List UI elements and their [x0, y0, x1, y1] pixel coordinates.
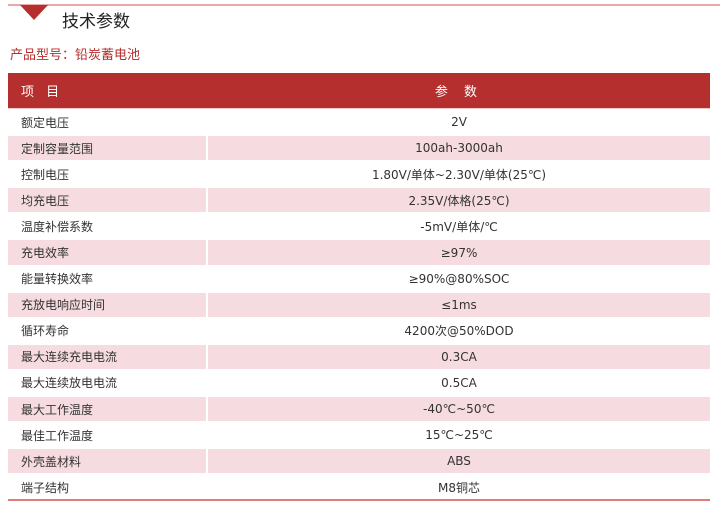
- table-row: 最大工作温度 -40℃~50℃: [8, 396, 710, 423]
- table-row: 均充电压 2.35V/体格(25℃): [8, 187, 710, 214]
- spec-value: ≤1ms: [208, 292, 710, 317]
- spec-name: 外壳盖材料: [8, 449, 206, 474]
- spec-name: 充放电响应时间: [8, 292, 206, 317]
- table-row: 充放电响应时间 ≤1ms: [8, 291, 710, 318]
- spec-value: 2.35V/体格(25℃): [208, 188, 710, 213]
- table-row: 额定电压 2V: [8, 109, 710, 135]
- table-row: 最佳工作温度 15℃~25℃: [8, 422, 710, 448]
- table-row: 最大连续放电电流 0.5CA: [8, 370, 710, 396]
- table-row: 最大连续充电电流 0.3CA: [8, 343, 710, 370]
- table-row: 循环寿命 4200次@50%DOD: [8, 318, 710, 344]
- spec-value: ≥97%: [208, 240, 710, 265]
- table-row: 端子结构 M8铜芯: [8, 474, 710, 500]
- spec-value: -40℃~50℃: [208, 397, 710, 422]
- spec-value: ABS: [208, 449, 710, 474]
- triangle-marker-icon: [20, 5, 48, 20]
- product-model: 产品型号：铅炭蓄电池: [10, 48, 141, 63]
- top-divider: [8, 4, 720, 6]
- spec-table: 项 目 参 数 额定电压 2V 定制容量范围 100ah-3000ah 控制电压 1.80…: [8, 73, 710, 500]
- spec-name: 最大连续充电电流: [8, 344, 206, 369]
- spec-value: 100ah-3000ah: [208, 136, 710, 161]
- spec-value: 1.80V/单体~2.30V/单体(25℃): [371, 167, 547, 182]
- table-row: 能量转换效率 ≥90%@80%SOC: [8, 266, 710, 292]
- header-item: 项 目: [21, 85, 64, 100]
- table-row: 控制电压 1.80V/单体~2.30V/单体(25℃): [8, 161, 710, 187]
- spec-name: 能量转换效率: [21, 272, 94, 287]
- table-row: 定制容量范围 100ah-3000ah: [8, 135, 710, 162]
- spec-name: 充电效率: [8, 240, 206, 265]
- spec-value: 0.3CA: [208, 344, 710, 369]
- spec-value: M8铜芯: [438, 480, 480, 495]
- spec-value: ≥90%@80%SOC: [408, 271, 510, 286]
- table-row: 温度补偿系数 -5mV/单体/℃: [8, 213, 710, 239]
- spec-name: 循环寿命: [21, 324, 70, 339]
- bottom-divider: [8, 499, 710, 501]
- table-header: 项 目 参 数: [8, 73, 710, 109]
- spec-name: 最大工作温度: [8, 397, 206, 422]
- spec-name: 端子结构: [21, 480, 70, 495]
- table-row: 外壳盖材料 ABS: [8, 448, 710, 475]
- spec-value: 0.5CA: [441, 375, 477, 390]
- table-row: 充电效率 ≥97%: [8, 239, 710, 266]
- section-title: 技术参数: [62, 12, 130, 32]
- spec-name: 控制电压: [21, 167, 70, 182]
- spec-value: 2V: [451, 115, 467, 130]
- spec-name: 温度补偿系数: [21, 219, 94, 234]
- spec-value: 4200次@50%DOD: [404, 324, 514, 339]
- header-param: 参 数: [434, 85, 484, 100]
- spec-name: 定制容量范围: [8, 136, 206, 161]
- spec-name: 额定电压: [21, 115, 70, 130]
- spec-name: 最大连续放电电流: [21, 376, 118, 391]
- spec-value: -5mV/单体/℃: [420, 219, 498, 234]
- spec-name: 均充电压: [8, 188, 206, 213]
- spec-name: 最佳工作温度: [21, 428, 94, 443]
- spec-value: 15℃~25℃: [425, 428, 493, 443]
